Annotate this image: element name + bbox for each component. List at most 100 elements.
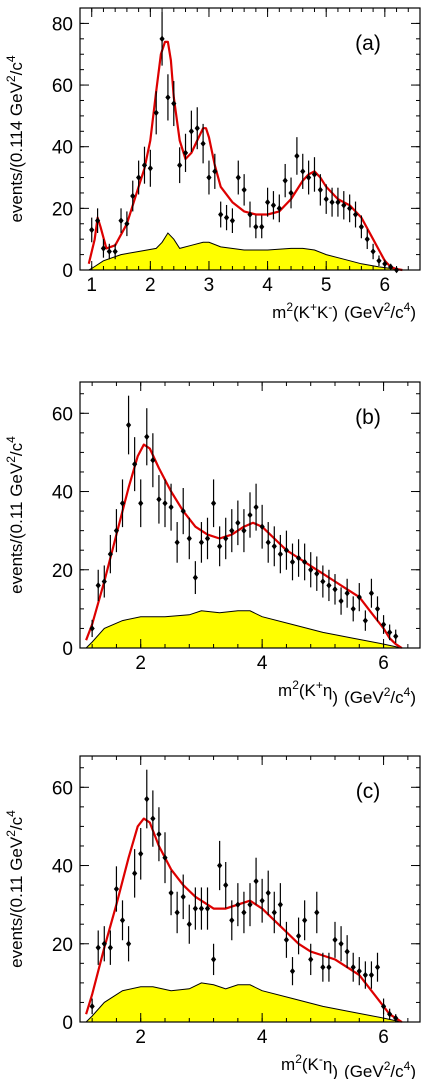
point-marker <box>138 850 144 858</box>
data-point <box>144 408 150 466</box>
point-marker <box>338 940 344 948</box>
data-point <box>200 123 206 164</box>
data-point <box>253 215 259 239</box>
y-label-part-sup2: 4 <box>4 810 18 817</box>
point-marker <box>368 589 375 597</box>
point-marker <box>326 582 332 589</box>
data-point <box>253 857 259 905</box>
data-point <box>265 870 271 916</box>
point-marker <box>253 503 259 511</box>
data-point <box>393 1014 399 1022</box>
x-label-part-sup1: 2 <box>286 300 293 314</box>
data-point <box>289 957 296 986</box>
point-marker <box>374 963 381 971</box>
data-point <box>107 930 113 965</box>
data-point <box>264 187 271 217</box>
data-point <box>253 483 259 531</box>
point-marker <box>229 217 236 224</box>
x-label-part-sup2: + <box>316 678 323 692</box>
x-tick-label: 4 <box>257 653 268 674</box>
point-marker <box>247 511 253 519</box>
x-label-part-unit_mid: /c <box>390 1062 404 1079</box>
x-axis-label: m2(K-η) (GeV2/c4) <box>281 1052 416 1079</box>
data-point <box>329 187 335 217</box>
data-point <box>320 565 326 598</box>
x-label-part-unit_pre: (GeV <box>344 688 384 707</box>
data-point <box>138 479 144 528</box>
x-label-part-sup1: 2 <box>295 1052 302 1066</box>
y-label-part-sup1: 2 <box>4 75 18 82</box>
data-point <box>350 952 356 982</box>
x-label-part-mid: η <box>323 681 332 700</box>
data-point <box>350 596 356 622</box>
data-point <box>358 215 364 239</box>
point-marker <box>265 539 271 546</box>
data-point <box>288 177 294 209</box>
point-marker <box>186 535 192 542</box>
data-point <box>210 479 217 528</box>
point-marker <box>356 967 362 975</box>
plot-frame <box>79 755 421 1023</box>
data-point <box>271 526 277 567</box>
data-point <box>212 153 218 189</box>
data-point <box>107 534 113 574</box>
point-marker <box>162 499 168 507</box>
point-marker <box>295 932 302 940</box>
x-label-part-unit_pre: (GeV <box>344 1062 384 1079</box>
data-point <box>368 961 375 989</box>
point-marker <box>326 963 332 971</box>
point-marker <box>156 496 162 503</box>
y-tick-label: 20 <box>52 561 73 582</box>
point-marker <box>125 940 132 948</box>
point-marker <box>113 527 120 534</box>
data-point <box>218 201 224 228</box>
point-marker <box>374 605 381 613</box>
data-point <box>89 217 95 243</box>
point-marker <box>119 499 126 507</box>
data-point <box>295 917 302 955</box>
data-point <box>112 243 118 260</box>
point-marker <box>136 174 142 181</box>
data-point <box>194 107 200 150</box>
point-marker <box>271 909 277 916</box>
data-point <box>223 204 230 231</box>
y-tick-label: 60 <box>52 778 73 799</box>
point-marker <box>271 542 277 550</box>
data-point <box>314 556 320 591</box>
data-point <box>171 81 177 127</box>
data-point <box>94 208 101 234</box>
data-point <box>101 565 107 598</box>
point-marker <box>182 149 189 157</box>
point-marker <box>270 201 277 209</box>
data-point <box>277 534 283 574</box>
x-label-part-main: m <box>278 681 292 700</box>
x-label-part-paren_close: ) <box>332 303 338 322</box>
data-point <box>119 479 126 528</box>
point-marker <box>125 421 132 429</box>
point-marker <box>100 245 107 252</box>
point-marker <box>89 226 95 234</box>
data-point <box>241 891 247 934</box>
data-point <box>159 12 165 66</box>
point-marker <box>212 168 218 175</box>
point-marker <box>259 523 265 531</box>
point-marker <box>235 901 241 908</box>
y-tick-label: 80 <box>52 14 73 35</box>
point-marker <box>368 971 375 979</box>
x-tick-label: 2 <box>145 275 156 296</box>
point-marker <box>177 161 183 169</box>
data-point <box>165 74 171 121</box>
point-marker <box>265 889 271 897</box>
point-marker <box>165 94 171 101</box>
data-point <box>150 790 156 847</box>
point-marker <box>362 971 368 979</box>
data-point <box>130 180 136 212</box>
data-point <box>380 615 387 634</box>
x-label-part-unit_sup1: 2 <box>384 1059 391 1073</box>
data-point <box>206 160 212 195</box>
point-marker <box>338 597 344 605</box>
point-marker <box>320 963 326 971</box>
